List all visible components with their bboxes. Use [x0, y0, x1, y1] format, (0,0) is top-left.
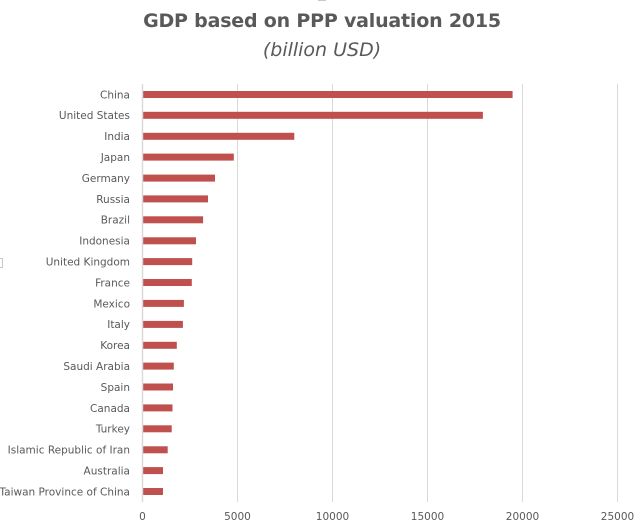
- category-label: Islamic Republic of Iran: [8, 445, 130, 457]
- bar-china: [142, 91, 513, 98]
- bar-france: [142, 279, 192, 286]
- bar-australia: [142, 467, 163, 475]
- chart-selection-handle-left[interactable]: [0, 258, 3, 268]
- category-label: Italy: [107, 319, 130, 331]
- bar-india: [142, 132, 295, 140]
- bar-saudi-arabia: [142, 362, 174, 370]
- bar-spain: [142, 383, 173, 391]
- category-label: Spain: [101, 382, 130, 394]
- x-tick-label: 5000: [224, 511, 251, 523]
- bar-indonesia: [142, 237, 196, 245]
- bars: [142, 91, 513, 495]
- x-tick-labels: 0 5000 10000 15000 20000 25000: [139, 511, 634, 523]
- x-tick-label: 20000: [506, 511, 539, 523]
- chart-title: GDP based on PPP valuation 2015: [143, 10, 501, 32]
- category-label: Indonesia: [79, 236, 130, 248]
- bar-mexico: [142, 299, 184, 307]
- bar-russia: [142, 195, 208, 203]
- bar-turkey: [142, 425, 172, 433]
- category-label: Germany: [82, 173, 130, 185]
- category-label: Turkey: [95, 424, 130, 436]
- category-label: Russia: [96, 194, 130, 206]
- bar-united-kingdom: [142, 258, 193, 266]
- bar-korea: [142, 341, 177, 349]
- category-label: India: [104, 131, 130, 143]
- x-tick-label: 0: [139, 511, 146, 523]
- category-label: China: [100, 89, 130, 101]
- category-label: France: [95, 277, 130, 289]
- category-label: Brazil: [101, 215, 130, 227]
- category-label: Canada: [90, 403, 130, 415]
- bar-united-states: [142, 111, 483, 119]
- gridlines: [237, 84, 618, 502]
- chart-selection-handle-top[interactable]: [318, 0, 326, 1]
- category-labels: China United States India Japan Germany Russi…: [0, 89, 130, 498]
- bar-germany: [142, 174, 215, 182]
- category-label: Taiwan Province of China: [0, 486, 130, 498]
- bar-islamic-republic-of-iran: [142, 446, 168, 454]
- x-tick-label: 15000: [411, 511, 444, 523]
- category-label: United States: [59, 110, 130, 122]
- category-label: Korea: [100, 340, 130, 352]
- category-label: United Kingdom: [46, 256, 130, 268]
- chart-subtitle: (billion USD): [262, 39, 382, 61]
- category-label: Mexico: [93, 298, 130, 310]
- x-tick-label: 10000: [316, 511, 349, 523]
- bar-japan: [142, 153, 234, 161]
- bar-brazil: [142, 216, 204, 224]
- bar-canada: [142, 404, 173, 412]
- x-tick-label: 25000: [601, 511, 634, 523]
- category-label: Australia: [84, 465, 130, 477]
- category-label: Japan: [100, 152, 130, 164]
- category-label: Saudi Arabia: [63, 361, 130, 373]
- bar-taiwan-province-of-china: [142, 488, 163, 495]
- bar-italy: [142, 320, 183, 328]
